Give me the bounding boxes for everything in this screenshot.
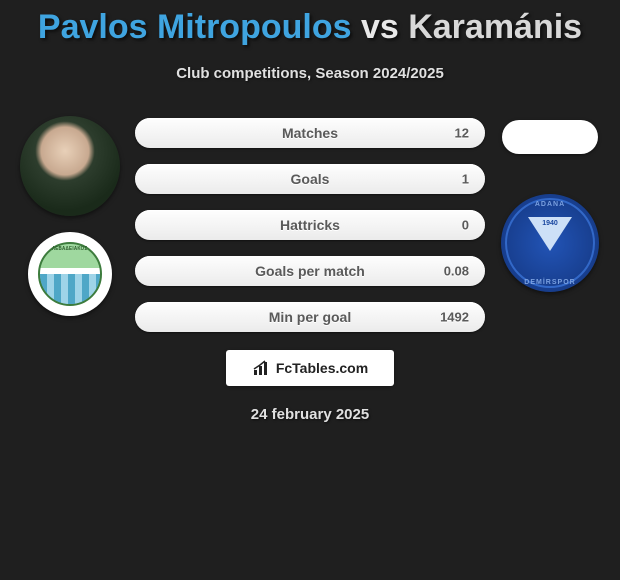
- right-column: ADANA 1940 DEMİRSPOR: [495, 116, 605, 332]
- club-left-arc-text: ΛΕΒΑΔΕΙΑΚΟΣ: [52, 246, 87, 252]
- stat-bar-matches: Matches 12: [135, 118, 485, 148]
- fctables-text: FcTables.com: [276, 360, 368, 376]
- stat-label: Goals per match: [255, 263, 365, 279]
- stat-value: 1492: [440, 310, 469, 325]
- player2-avatar: [502, 120, 598, 154]
- subtitle: Club competitions, Season 2024/2025: [0, 65, 620, 82]
- stat-bar-hattricks: Hattricks 0: [135, 210, 485, 240]
- club-right-year: 1940: [542, 220, 558, 227]
- stat-bar-min-per-goal: Min per goal 1492: [135, 302, 485, 332]
- club-logo-levadeiakos: ΛΕΒΑΔΕΙΑΚΟΣ: [28, 232, 112, 316]
- stat-value: 12: [455, 126, 469, 141]
- club-right-arc-bottom: DEMİRSPOR: [501, 279, 599, 286]
- player1-avatar: [20, 116, 120, 216]
- fctables-badge[interactable]: FcTables.com: [226, 350, 394, 386]
- page-title: Pavlos Mitropoulos vs Karamánis: [0, 8, 620, 47]
- comparison-row: ΛΕΒΑΔΕΙΑΚΟΣ Matches 12 Goals 1 Hattricks…: [0, 116, 620, 332]
- stat-label: Matches: [282, 125, 338, 141]
- title-player2: Karamánis: [408, 8, 582, 46]
- stat-bar-goals: Goals 1: [135, 164, 485, 194]
- date-text: 24 february 2025: [0, 406, 620, 423]
- stat-label: Min per goal: [269, 309, 351, 325]
- stat-label: Goals: [291, 171, 330, 187]
- stat-bar-goals-per-match: Goals per match 0.08: [135, 256, 485, 286]
- left-column: ΛΕΒΑΔΕΙΑΚΟΣ: [15, 116, 125, 332]
- stats-column: Matches 12 Goals 1 Hattricks 0 Goals per…: [135, 116, 485, 332]
- club-right-arc-top: ADANA: [501, 201, 599, 208]
- club-logo-adana-demirspor: ADANA 1940 DEMİRSPOR: [501, 194, 599, 292]
- stat-value: 0: [462, 218, 469, 233]
- stat-value: 1: [462, 172, 469, 187]
- stat-label: Hattricks: [280, 217, 340, 233]
- title-vs: vs: [352, 8, 409, 46]
- title-player1: Pavlos Mitropoulos: [38, 8, 352, 46]
- stat-value: 0.08: [444, 264, 469, 279]
- chart-icon: [252, 360, 272, 376]
